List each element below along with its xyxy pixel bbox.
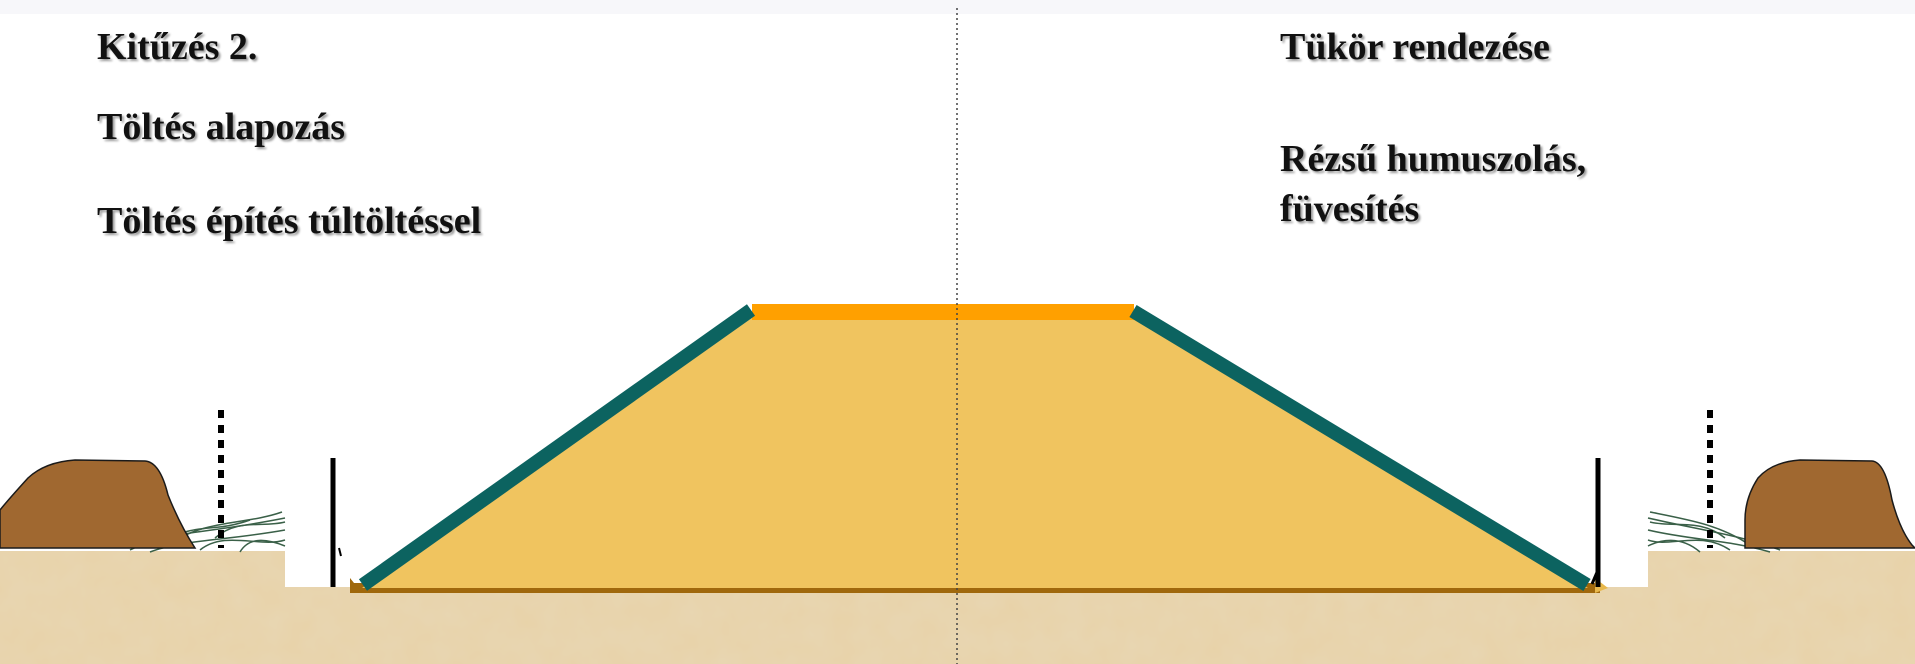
topsoil-heap-left	[0, 459, 197, 549]
embankment-body	[362, 313, 1588, 588]
top-bar	[0, 0, 1915, 14]
embankment-foundation-label: Töltés alapozás	[97, 106, 346, 148]
stake-tick-right	[1590, 569, 1600, 585]
slope-topsoil-left	[358, 304, 756, 591]
stake-tick-left	[338, 547, 342, 557]
crown-layer	[752, 304, 1134, 320]
grassing-label: füvesítés	[1280, 188, 1420, 230]
embankment-construction-label: Töltés építés túltöltéssel	[97, 200, 482, 242]
step-title: Kitűzés 2.	[97, 26, 258, 68]
slope-topsoil-right	[1129, 305, 1591, 591]
topsoil-heap-right	[1744, 459, 1915, 549]
ground	[0, 551, 1915, 664]
formation-grading-label: Tükör rendezése	[1280, 26, 1550, 68]
base-edge-left	[350, 578, 362, 593]
slope-topsoiling-label: Rézsű humuszolás,	[1280, 138, 1587, 180]
